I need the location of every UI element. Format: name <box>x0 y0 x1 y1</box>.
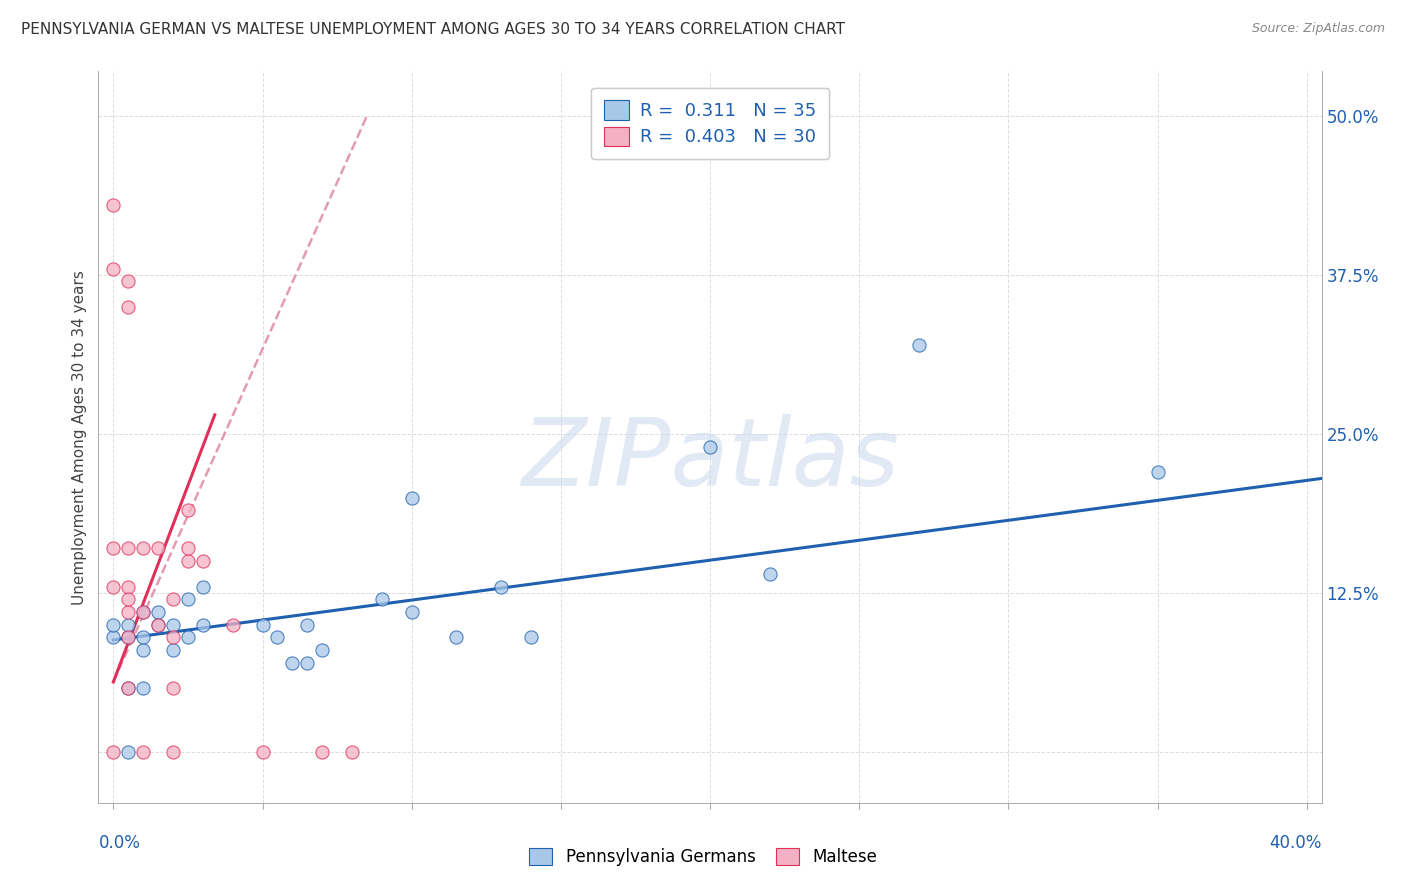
Point <box>132 541 155 556</box>
Point <box>252 745 274 759</box>
Point <box>520 631 543 645</box>
Point <box>132 605 155 619</box>
Point <box>117 605 139 619</box>
Point <box>311 643 333 657</box>
Point <box>221 617 243 632</box>
Point <box>103 617 125 632</box>
Point <box>162 681 184 696</box>
Point <box>117 745 139 759</box>
Point <box>103 631 125 645</box>
Point <box>103 261 125 276</box>
Point <box>146 617 169 632</box>
Point <box>132 745 155 759</box>
Point <box>117 592 139 607</box>
Point <box>266 631 288 645</box>
Point <box>191 580 214 594</box>
Point <box>699 440 721 454</box>
Point <box>371 592 394 607</box>
Point <box>103 580 125 594</box>
Point <box>624 109 647 123</box>
Point <box>103 541 125 556</box>
Point <box>146 541 169 556</box>
Point <box>146 617 169 632</box>
Point <box>117 631 139 645</box>
Point <box>297 656 319 670</box>
Point <box>252 617 274 632</box>
Point <box>446 631 468 645</box>
Text: ZIPatlas: ZIPatlas <box>522 414 898 505</box>
Point <box>117 617 139 632</box>
Point <box>117 580 139 594</box>
Point <box>177 554 200 568</box>
Point <box>489 580 512 594</box>
Point <box>132 681 155 696</box>
Point <box>162 643 184 657</box>
Text: 0.0%: 0.0% <box>98 834 141 852</box>
Point <box>132 643 155 657</box>
Point <box>117 631 139 645</box>
Point <box>103 198 125 212</box>
Legend: Pennsylvania Germans, Maltese: Pennsylvania Germans, Maltese <box>520 840 886 875</box>
Point <box>132 631 155 645</box>
Point <box>177 503 200 517</box>
Point <box>340 745 363 759</box>
Point <box>117 541 139 556</box>
Point <box>117 300 139 314</box>
Point <box>117 274 139 288</box>
Point <box>297 617 319 632</box>
Point <box>117 681 139 696</box>
Point <box>758 566 780 581</box>
Point <box>191 554 214 568</box>
Point <box>401 605 423 619</box>
Point <box>281 656 304 670</box>
Point <box>162 592 184 607</box>
Text: PENNSYLVANIA GERMAN VS MALTESE UNEMPLOYMENT AMONG AGES 30 TO 34 YEARS CORRELATIO: PENNSYLVANIA GERMAN VS MALTESE UNEMPLOYM… <box>21 22 845 37</box>
Y-axis label: Unemployment Among Ages 30 to 34 years: Unemployment Among Ages 30 to 34 years <box>72 269 87 605</box>
Point <box>117 681 139 696</box>
Text: 40.0%: 40.0% <box>1270 834 1322 852</box>
Legend: R =  0.311   N = 35, R =  0.403   N = 30: R = 0.311 N = 35, R = 0.403 N = 30 <box>591 87 830 159</box>
Text: Source: ZipAtlas.com: Source: ZipAtlas.com <box>1251 22 1385 36</box>
Point <box>191 617 214 632</box>
Point <box>162 745 184 759</box>
Point <box>1146 465 1168 479</box>
Point <box>162 617 184 632</box>
Point <box>146 605 169 619</box>
Point <box>162 631 184 645</box>
Point <box>132 605 155 619</box>
Point <box>103 745 125 759</box>
Point <box>401 491 423 505</box>
Point <box>177 592 200 607</box>
Point <box>177 541 200 556</box>
Point <box>177 631 200 645</box>
Point <box>311 745 333 759</box>
Point <box>908 338 931 352</box>
